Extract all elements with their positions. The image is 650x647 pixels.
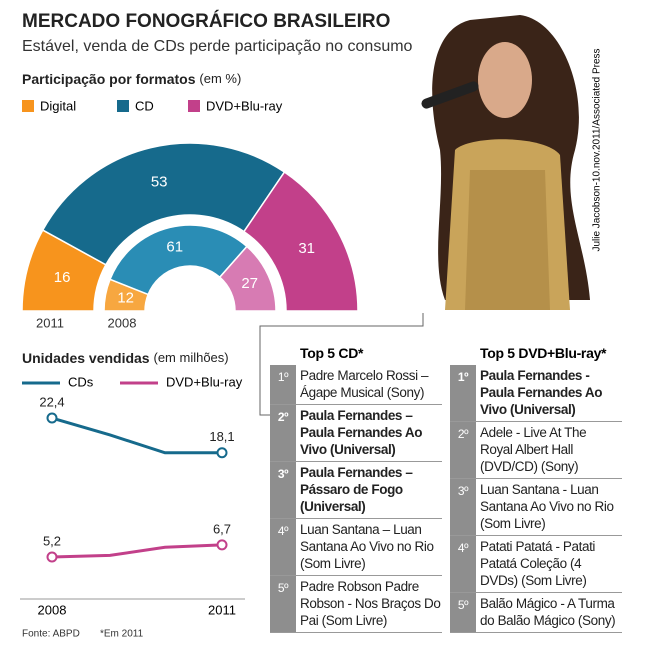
photo-credit: Julie Jacobson-10.nov.2011/Associated Pr… [592,48,603,251]
list-row: 1º Paula Fernandes - Paula Fernandes Ao V… [450,365,622,422]
list-row: 4º Luan Santana – Luan Santana Ao Vivo no… [270,519,442,576]
point [46,551,58,563]
point [216,539,228,551]
ring-segment [218,245,277,312]
item: Luan Santana – Luan Santana Ao Vivo no R… [300,522,434,571]
rank: 3º [450,479,476,535]
segment-label: 61 [166,238,183,255]
list-title: Top 5 DVD+Blu-ray* [480,345,607,361]
line-title: Unidades vendidas (em milhões) [22,350,229,366]
top5-dvd: Top 5 DVD+Blu-ray* 1º Paula Fernandes - P… [450,345,622,633]
item: Padre Robson Padre Robson - Nos Braços D… [300,579,441,628]
item: Adele - Live At The Royal Albert Hall (D… [480,425,587,474]
rank: 1º [270,365,296,404]
segment-label: 27 [241,275,258,292]
segment-label: 12 [117,290,134,307]
segment-label: 31 [298,240,315,257]
legend-swatch [22,100,34,112]
subtitle: Estável, venda de CDs perde participação… [22,38,413,55]
item: Paula Fernandes - Paula Fernandes Ao Viv… [480,368,603,417]
ring-segment [41,142,286,266]
x-tick-label: 2008 [38,602,67,617]
line-title-text: Unidades vendidas [22,350,150,366]
point [216,447,228,459]
list-title: Top 5 CD* [300,345,364,361]
pie-unit: (em %) [199,71,241,86]
ring-segment [242,171,359,312]
list-row: 5º Padre Robson Padre Robson - Nos Braços… [270,576,442,633]
item: Padre Marcelo Rossi – Ágape Musical (Son… [300,368,429,400]
value-label: 5,2 [43,533,61,548]
legend-label: CDs [68,374,94,389]
value-label: 6,7 [213,521,231,536]
legend-label: CD [135,98,154,113]
legend-label: Digital [40,98,76,113]
ring-segment [109,224,248,296]
list-row: 1º Padre Marcelo Rossi – Ágape Musical (S… [270,365,442,405]
list-row: 2º Paula Fernandes – Paula Fernandes Ao V… [270,405,442,462]
point [46,412,58,424]
legend-label: DVD+Blu-ray [166,374,243,389]
item: Balão Mágico - A Turma do Balão Mágico (… [480,596,616,628]
photo [421,15,590,310]
rank: 5º [270,576,296,632]
value-label: 18,1 [209,429,234,444]
segment-label: 16 [54,269,71,286]
connector [259,313,424,416]
item: Patati Patatá - Patati Patatá Coleção (4… [480,539,596,588]
item: Paula Fernandes – Paula Fernandes Ao Viv… [300,408,423,457]
list-row: 3º Luan Santana - Luan Santana Ao Vivo no… [450,479,622,536]
rank: 4º [270,519,296,575]
segment-label: 53 [151,174,168,191]
series-line [51,416,222,455]
item: Paula Fernandes – Pássaro de Fogo (Unive… [300,465,413,514]
title: MERCADO FONOGRÁFICO BRASILEIRO [22,10,390,32]
rank: 4º [450,536,476,592]
series-line [51,543,223,559]
top5-cd: Top 5 CD* 1º Padre Marcelo Rossi – Ágape … [270,345,442,633]
list-row: 2º Adele - Live At The Royal Albert Hall … [450,422,622,479]
rank: 1º [450,365,476,421]
rank: 2º [270,405,296,461]
rank: 2º [450,422,476,478]
note: *Em 2011 [100,629,144,640]
pie-title: Participação por formatos (em %) [22,71,241,87]
line-unit: (em milhões) [153,350,228,365]
legend-swatch [188,100,200,112]
ring-label: 2011 [36,315,64,330]
legend-swatch [117,100,129,112]
pie-title-text: Participação por formatos [22,71,196,87]
legend-label: DVD+Blu-ray [206,98,283,113]
item: Luan Santana - Luan Santana Ao Vivo no R… [480,482,614,531]
rank: 3º [270,462,296,518]
rank: 5º [450,593,476,632]
x-tick-label: 2011 [208,602,236,617]
ring-label: 2008 [108,315,137,330]
list-row: 4º Patati Patatá - Patati Patatá Coleção … [450,536,622,593]
list-row: 5º Balão Mágico - A Turma do Balão Mágico… [450,593,622,633]
value-label: 22,4 [39,394,64,409]
source: Fonte: ABPD [22,629,80,640]
list-row: 3º Paula Fernandes – Pássaro de Fogo (Uni… [270,462,442,519]
